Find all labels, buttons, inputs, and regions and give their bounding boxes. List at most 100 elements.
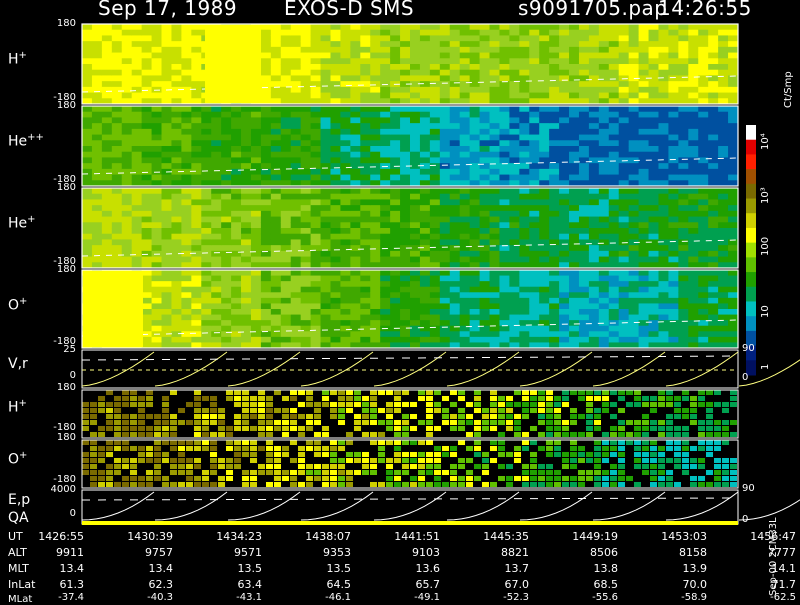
heatmap-cell bbox=[360, 81, 371, 88]
heatmap-cell bbox=[320, 41, 331, 48]
heatmap-cell bbox=[708, 140, 719, 147]
heatmap-cell bbox=[241, 342, 252, 349]
heatmap-cell bbox=[509, 168, 520, 176]
heatmap-cell bbox=[459, 233, 471, 240]
heatmap-cell bbox=[439, 174, 451, 181]
band-cell bbox=[210, 408, 217, 413]
heatmap-cell bbox=[598, 222, 610, 229]
heatmap-cell bbox=[688, 52, 699, 59]
heatmap-cell bbox=[648, 46, 659, 54]
heatmap-cell bbox=[131, 41, 143, 48]
band-cell bbox=[722, 440, 729, 445]
band-cell bbox=[674, 408, 681, 413]
heatmap-cell bbox=[191, 188, 202, 195]
heatmap-cell bbox=[549, 222, 560, 229]
heatmap-cell bbox=[221, 275, 232, 282]
heatmap-cell bbox=[708, 64, 719, 71]
heatmap-cell bbox=[668, 134, 679, 141]
heatmap-cell bbox=[181, 46, 192, 54]
heatmap-cell bbox=[499, 81, 510, 88]
heatmap-cell bbox=[588, 262, 600, 269]
band-cell bbox=[122, 440, 129, 445]
heatmap-cell bbox=[370, 256, 381, 263]
heatmap-cell bbox=[280, 157, 292, 164]
heatmap-cell bbox=[101, 106, 113, 113]
heatmap-cell bbox=[141, 163, 153, 170]
heatmap-cell bbox=[469, 193, 481, 200]
heatmap-cell bbox=[310, 123, 322, 130]
heatmap-cell bbox=[241, 134, 252, 141]
heatmap-cell bbox=[241, 199, 252, 206]
band-cell bbox=[546, 482, 553, 487]
heatmap-cell bbox=[121, 29, 133, 36]
heatmap-cell bbox=[688, 58, 699, 65]
heatmap-cell bbox=[578, 41, 590, 48]
heatmap-cell bbox=[499, 199, 510, 206]
heatmap-cell bbox=[539, 134, 550, 141]
heatmap-cell bbox=[439, 222, 451, 229]
heatmap-cell bbox=[728, 75, 739, 82]
heatmap-cell bbox=[131, 163, 143, 170]
heatmap-cell bbox=[181, 157, 192, 164]
heatmap-cell bbox=[211, 286, 222, 293]
heatmap-cell bbox=[449, 46, 461, 54]
heatmap-cell bbox=[489, 151, 500, 158]
x-axis-value-mlat: -52.3 bbox=[503, 592, 529, 603]
heatmap-cell bbox=[390, 140, 401, 147]
heatmap-cell bbox=[638, 193, 650, 200]
heatmap-cell bbox=[439, 58, 451, 65]
heatmap-cell bbox=[469, 336, 481, 343]
heatmap-cell bbox=[350, 222, 361, 229]
heatmap-cell bbox=[330, 250, 341, 258]
heatmap-cell bbox=[300, 216, 312, 223]
heatmap-cell bbox=[439, 228, 451, 235]
heatmap-cell bbox=[628, 303, 640, 310]
band-cell bbox=[634, 420, 641, 425]
heatmap-cell bbox=[499, 64, 510, 71]
heatmap-cell bbox=[171, 86, 182, 94]
heatmap-cell bbox=[708, 75, 719, 82]
heatmap-cell bbox=[449, 35, 461, 42]
heatmap-cell bbox=[449, 58, 461, 65]
band-cell bbox=[530, 390, 537, 395]
heatmap-cell bbox=[111, 193, 123, 200]
heatmap-cell bbox=[569, 69, 580, 76]
heatmap-cell bbox=[638, 140, 650, 147]
heatmap-cell bbox=[211, 270, 222, 277]
band-cell bbox=[594, 464, 601, 469]
heatmap-cell bbox=[390, 270, 401, 277]
heatmap-cell bbox=[469, 256, 481, 263]
heatmap-cell bbox=[678, 134, 689, 141]
heatmap-cell bbox=[479, 336, 491, 343]
heatmap-cell bbox=[449, 128, 461, 136]
heatmap-cell bbox=[320, 168, 331, 176]
heatmap-cell bbox=[519, 151, 530, 158]
heatmap-cell bbox=[539, 168, 550, 176]
heatmap-cell bbox=[479, 168, 491, 176]
heatmap-cell bbox=[648, 309, 659, 316]
heatmap-cell bbox=[270, 151, 282, 158]
heatmap-cell bbox=[141, 228, 153, 235]
heatmap-cell bbox=[201, 123, 212, 130]
heatmap-cell bbox=[559, 106, 570, 113]
band-cell bbox=[242, 408, 249, 413]
heatmap-cell bbox=[479, 216, 491, 223]
heatmap-cell bbox=[181, 309, 192, 316]
heatmap-cell bbox=[578, 92, 590, 99]
heatmap-cell bbox=[250, 320, 262, 327]
band-cell bbox=[210, 482, 217, 487]
band-cell bbox=[698, 420, 705, 425]
heatmap-cell bbox=[479, 157, 491, 164]
heatmap-cell bbox=[608, 286, 620, 293]
heatmap-cell bbox=[509, 98, 520, 105]
band-cell bbox=[362, 420, 369, 425]
heatmap-cell bbox=[390, 69, 401, 76]
heatmap-cell bbox=[360, 58, 371, 65]
colorbar-unit: Ct/Smp bbox=[783, 71, 794, 108]
heatmap-cell bbox=[141, 222, 153, 229]
heatmap-cell bbox=[658, 222, 669, 229]
heatmap-cell bbox=[429, 275, 441, 282]
heatmap-cell bbox=[638, 163, 650, 170]
heatmap-cell bbox=[499, 157, 510, 164]
heatmap-cell bbox=[111, 134, 123, 141]
